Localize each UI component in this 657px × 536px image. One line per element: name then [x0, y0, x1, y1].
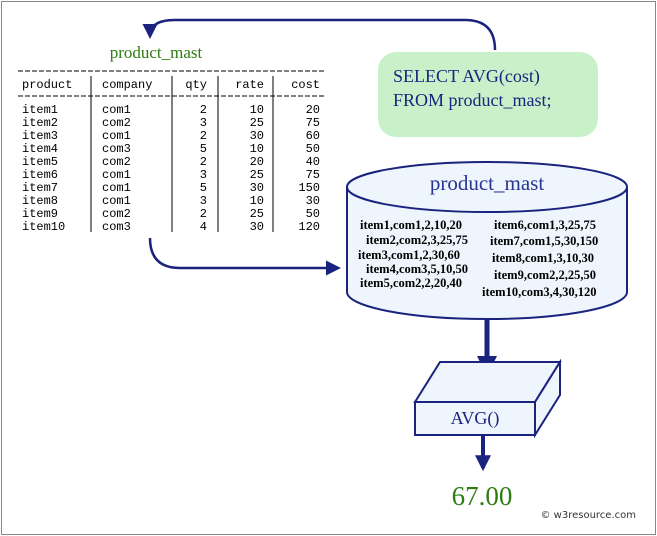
records: item1,com1,2,10,20item2,com2,3,25,75item… — [358, 218, 598, 299]
record: item1,com1,2,10,20 — [360, 218, 462, 232]
table-cell: com2 — [102, 207, 131, 221]
cylinder-top — [346, 161, 628, 213]
table-cell: 30 — [250, 220, 264, 234]
record: item8,com1,3,10,30 — [492, 251, 594, 265]
table-cell: 4 — [200, 220, 207, 234]
table-cell: com1 — [102, 129, 131, 143]
record: item9,com2,2,25,50 — [494, 268, 596, 282]
table-cell: 10 — [250, 142, 264, 156]
table-cell: item10 — [22, 220, 65, 234]
table-cell: com1 — [102, 181, 131, 195]
table-cell: 50 — [306, 207, 320, 221]
table-cell: 2 — [200, 129, 207, 143]
table-cell: com2 — [102, 116, 131, 130]
table-cell: 2 — [200, 155, 207, 169]
table-cell: 3 — [200, 168, 207, 182]
table-header: qty — [185, 78, 207, 92]
table-cell: 75 — [306, 116, 320, 130]
query-line: FROM product_mast; — [393, 90, 552, 110]
table-cell: 3 — [200, 116, 207, 130]
table-cell: item9 — [22, 207, 58, 221]
record: item5,com2,2,20,40 — [360, 276, 462, 290]
table-cell: com2 — [102, 155, 131, 169]
watermark: © w3resource.com — [540, 510, 636, 521]
table-cell: 50 — [306, 142, 320, 156]
record: item7,com1,5,30,150 — [490, 234, 598, 248]
table-cell: item5 — [22, 155, 58, 169]
table-cell: item3 — [22, 129, 58, 143]
cylinder-label: product_mast — [430, 171, 544, 195]
table-cell: 3 — [200, 194, 207, 208]
arrow — [148, 237, 341, 276]
table-cell: 10 — [250, 194, 264, 208]
table-cell: 20 — [306, 103, 320, 117]
table-title: product_mast — [110, 43, 203, 62]
table-cell: 10 — [250, 103, 264, 117]
table-cell: 40 — [306, 155, 320, 169]
table-cell: item2 — [22, 116, 58, 130]
table-cell: 25 — [250, 168, 264, 182]
arrow — [142, 18, 497, 51]
table-header: rate — [235, 78, 264, 92]
table-cell: 30 — [306, 194, 320, 208]
table-cell: com1 — [102, 103, 131, 117]
record: item4,com3,5,10,50 — [366, 262, 468, 276]
record: item2,com2,3,25,75 — [366, 233, 468, 247]
table-cell: 20 — [250, 155, 264, 169]
table-cell: 5 — [200, 181, 207, 195]
table-cell: 2 — [200, 103, 207, 117]
cylinder-body — [346, 187, 628, 320]
query-box — [378, 52, 598, 137]
table-cell: 75 — [306, 168, 320, 182]
table-cell: 150 — [298, 181, 320, 195]
table-header: product — [22, 78, 72, 92]
table-cell: com1 — [102, 194, 131, 208]
record: item10,com3,4,30,120 — [482, 285, 597, 299]
table-cell: item4 — [22, 142, 58, 156]
table-cell: item1 — [22, 103, 58, 117]
table-cell: 5 — [200, 142, 207, 156]
table-cell: com1 — [102, 168, 131, 182]
table-cell: 25 — [250, 116, 264, 130]
table-header: company — [102, 78, 152, 92]
table-header: cost — [291, 78, 320, 92]
result: 67.00 — [452, 481, 513, 511]
record: item3,com1,2,30,60 — [358, 248, 460, 262]
table-cell: item8 — [22, 194, 58, 208]
table-cell: 60 — [306, 129, 320, 143]
box-front — [414, 401, 536, 436]
query-line: SELECT AVG(cost) — [393, 66, 540, 87]
table-cell: 120 — [298, 220, 320, 234]
table-cell: item6 — [22, 168, 58, 182]
table-cell: item7 — [22, 181, 58, 195]
function-label: AVG() — [451, 408, 500, 429]
table-cell: 30 — [250, 129, 264, 143]
table-cell: 30 — [250, 181, 264, 195]
table-cell: com3 — [102, 220, 131, 234]
table-cell: 2 — [200, 207, 207, 221]
record: item6,com1,3,25,75 — [494, 218, 596, 232]
table-cell: 25 — [250, 207, 264, 221]
table-cell: com3 — [102, 142, 131, 156]
